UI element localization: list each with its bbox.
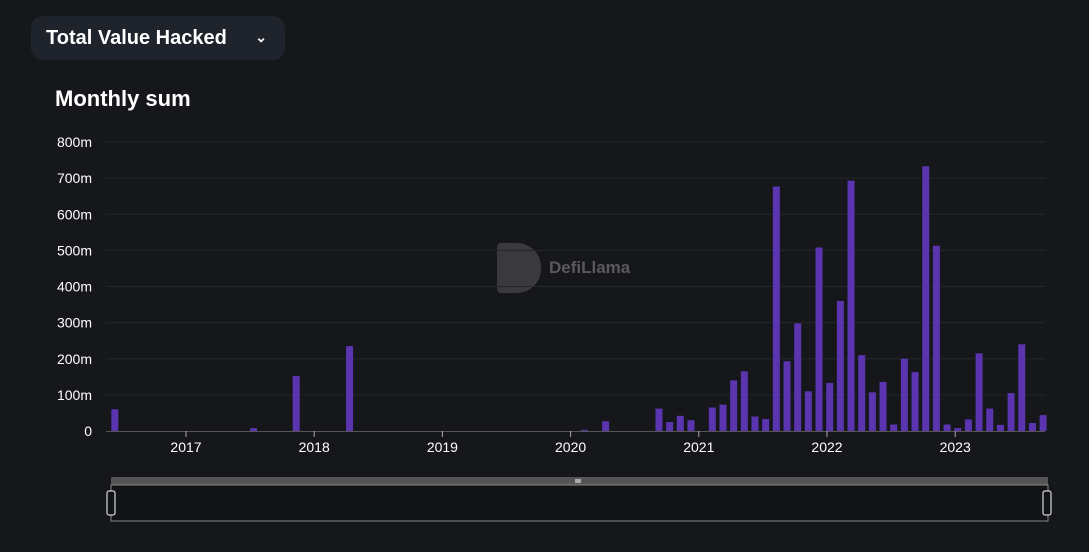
y-tick-label: 100m [57,387,92,403]
bar-2021-04[interactable] [730,380,738,431]
bar-2023-09[interactable] [1039,415,1047,431]
bar-2016-06[interactable] [111,409,119,431]
bar-2022-11[interactable] [932,245,940,431]
x-tick-label: 2017 [170,439,201,455]
y-tick-label: 800m [57,134,92,150]
bar-2021-11[interactable] [804,391,812,431]
bar-2020-11[interactable] [676,415,684,431]
bar-2023-07[interactable] [1018,344,1026,431]
bar-2018-04[interactable] [346,346,354,431]
bar-2021-08[interactable] [772,186,780,431]
bar-2023-05[interactable] [996,424,1004,431]
chevron-down-icon: ⌄ [255,29,267,45]
bar-2022-06[interactable] [879,381,887,431]
bar-2022-12[interactable] [943,424,951,431]
brush-left-handle[interactable] [106,490,116,516]
bar-2023-02[interactable] [964,419,972,431]
bar-2021-02[interactable] [708,407,716,431]
bar-2021-07[interactable] [762,419,770,431]
y-tick-label: 600m [57,206,92,222]
bar-2023-04[interactable] [986,408,994,431]
y-tick-label: 500m [57,242,92,258]
bar-2022-03[interactable] [847,180,855,431]
y-tick-label: 700m [57,170,92,186]
y-tick-label: 400m [57,279,92,295]
bar-2022-10[interactable] [922,166,930,432]
y-tick-label: 300m [57,315,92,331]
x-tick-label: 2018 [299,439,330,455]
bar-2021-10[interactable] [794,323,802,431]
bar-2020-10[interactable] [666,421,674,431]
bar-2021-06[interactable] [751,416,759,431]
metric-dropdown[interactable]: Total Value Hacked ⌄ [31,16,285,60]
metric-dropdown-label: Total Value Hacked [46,26,227,49]
bar-2022-01[interactable] [826,382,834,431]
y-tick-label: 0 [84,423,92,439]
bar-2020-04[interactable] [602,421,610,431]
bar-2022-07[interactable] [890,424,898,431]
brush-range[interactable] [110,484,1049,522]
brush-right-handle[interactable] [1042,490,1052,516]
x-tick-label: 2022 [811,439,842,455]
x-tick-label: 2019 [427,439,458,455]
bar-2020-09[interactable] [655,408,663,431]
bar-2021-05[interactable] [740,371,748,431]
bar-2022-02[interactable] [836,300,844,431]
bar-2020-02[interactable] [580,429,588,431]
x-tick-label: 2021 [683,439,714,455]
x-tick-label: 2020 [555,439,586,455]
y-tick-label: 200m [57,351,92,367]
bar-2022-09[interactable] [911,372,919,431]
bar-2017-07[interactable] [250,428,258,431]
watermark-text: DefiLlama [549,258,631,277]
bar-2021-09[interactable] [783,361,791,431]
x-tick-label: 2023 [940,439,971,455]
bar-2022-04[interactable] [858,355,866,431]
watermark: DefiLlama [497,243,630,293]
bar-2022-05[interactable] [868,392,876,431]
bar-2023-06[interactable] [1007,393,1015,431]
defillama-logo-icon [497,243,541,293]
bar-2020-12[interactable] [687,420,695,431]
chart-title: Monthly sum [55,86,191,111]
bar-2017-11[interactable] [292,376,300,431]
bar-2023-03[interactable] [975,353,983,431]
bar-2021-03[interactable] [719,404,727,431]
bar-2021-12[interactable] [815,247,823,431]
bar-2022-08[interactable] [900,358,908,431]
bar-2023-08[interactable] [1028,423,1036,431]
bar-2023-01[interactable] [954,428,962,431]
